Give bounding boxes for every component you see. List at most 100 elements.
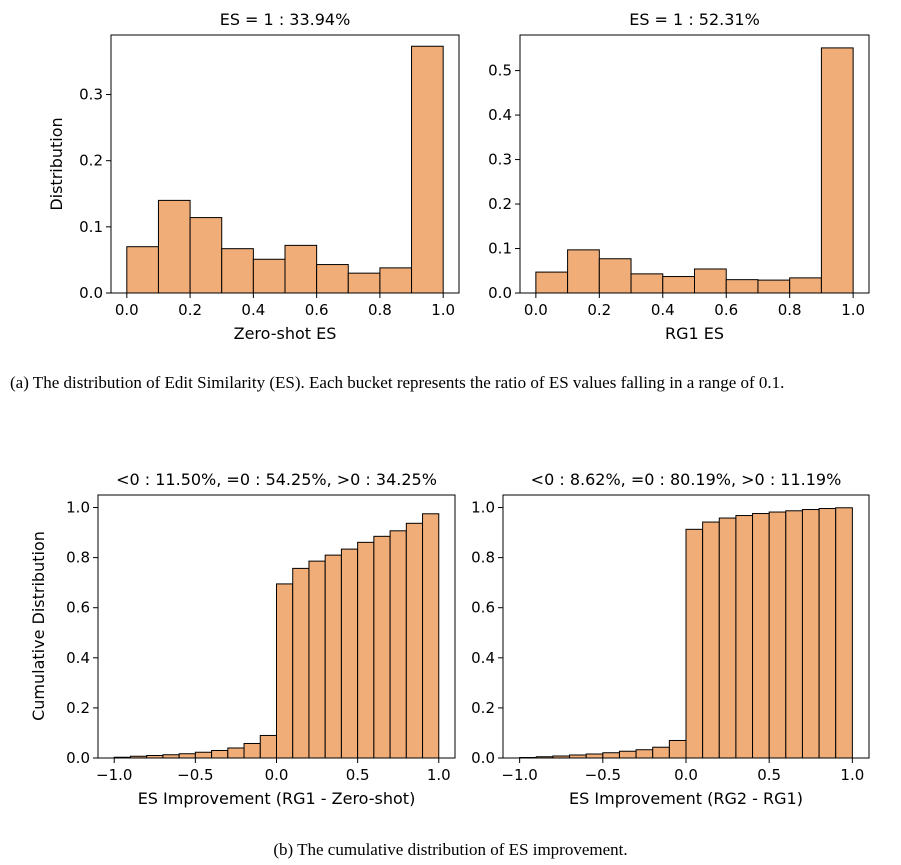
- x-tick-label: 0.0: [265, 766, 289, 784]
- bar: [725, 279, 759, 294]
- chart-b-right: −1.0 −0.5 0.0 0.5 1.0 0.0 0.2 0.4 0.6 0.8 1.0 <0 : …: [471, 470, 870, 808]
- y-tick-label: 0.0: [66, 749, 90, 767]
- x-tick-label: 0.2: [587, 301, 611, 319]
- y-tick-label: 0.0: [79, 284, 103, 302]
- y-tick-label: 0.2: [471, 699, 495, 717]
- y-axis-label: Cumulative Distribution: [29, 531, 48, 721]
- bar: [389, 530, 407, 759]
- y-tick-label: 0.0: [488, 284, 512, 302]
- x-axis-label: ES Improvement (RG1 - Zero-shot): [138, 789, 416, 808]
- y-tick-label: 0.1: [79, 218, 103, 236]
- bar: [630, 273, 664, 294]
- bar: [157, 199, 191, 294]
- bar: [789, 277, 822, 294]
- bar: [757, 279, 791, 294]
- x-tick-label: 0.0: [674, 766, 698, 784]
- y-tick-label: 0.0: [471, 749, 495, 767]
- x-tick-label: 0.6: [305, 301, 329, 319]
- bar: [752, 513, 770, 759]
- bar: [178, 753, 196, 759]
- x-tick-label: −0.5: [585, 766, 621, 784]
- axes-frame: [110, 34, 460, 294]
- bar: [189, 217, 223, 294]
- y-tick-label: 0.8: [66, 549, 90, 567]
- chart-a-right: 0.0 0.2 0.4 0.6 0.8 1.0 0.0 0.1 0.2 0.3 0.4 0.5 ES =…: [488, 10, 870, 343]
- x-tick-label: 0.2: [178, 301, 202, 319]
- bar: [211, 749, 229, 759]
- x-tick-label: 0.8: [778, 301, 802, 319]
- bar: [801, 509, 820, 759]
- bar: [718, 517, 737, 759]
- chart-title: ES = 1 : 33.94%: [220, 10, 351, 29]
- y-axis-label: Distribution: [47, 117, 66, 210]
- x-axis-label: Zero-shot ES: [234, 324, 337, 343]
- bar: [652, 746, 670, 759]
- bar: [276, 583, 294, 759]
- y-tick-label: 0.2: [79, 152, 103, 170]
- y-tick-label: 1.0: [66, 499, 90, 517]
- bar: [126, 246, 159, 294]
- x-tick-label: 0.5: [757, 766, 781, 784]
- bar: [702, 521, 720, 759]
- bar: [259, 734, 278, 759]
- bar: [324, 554, 342, 759]
- x-tick-label: 0.0: [115, 301, 139, 319]
- bar: [818, 508, 837, 759]
- bar: [405, 522, 424, 759]
- bar: [585, 753, 604, 759]
- x-tick-label: 0.0: [524, 301, 548, 319]
- bar: [685, 528, 704, 759]
- bar: [567, 249, 600, 294]
- bar: [735, 515, 754, 759]
- y-tick-label: 0.8: [471, 549, 495, 567]
- x-tick-label: −0.5: [177, 766, 213, 784]
- x-axis-label: ES Improvement (RG2 - RG1): [569, 789, 803, 808]
- bar: [340, 548, 359, 759]
- chart-b-left: −1.0 −0.5 0.0 0.5 1.0 0.0 0.2 0.4 0.6 0.8 1.0 <0 : …: [29, 470, 456, 808]
- bar: [243, 742, 261, 759]
- bar: [347, 272, 381, 294]
- bar: [357, 541, 375, 759]
- x-tick-label: −1.0: [96, 766, 132, 784]
- y-tick-label: 0.2: [488, 195, 512, 213]
- caption-a: (a) The distribution of Edit Similarity …: [10, 373, 785, 392]
- bar: [768, 511, 787, 759]
- y-tick-label: 0.3: [488, 151, 512, 169]
- bar: [221, 248, 254, 294]
- bar: [694, 268, 727, 294]
- bar: [820, 47, 854, 294]
- x-tick-label: 0.5: [346, 766, 370, 784]
- chart-a-left: 0.0 0.2 0.4 0.6 0.8 1.0 0.0 0.1 0.2 0.3 ES = 1 : 3…: [47, 10, 460, 343]
- bar: [635, 749, 654, 759]
- x-tick-label: 0.4: [241, 301, 265, 319]
- y-tick-label: 0.6: [471, 599, 495, 617]
- bar: [308, 560, 326, 759]
- bar: [598, 258, 632, 294]
- x-tick-label: 1.0: [840, 766, 864, 784]
- bar: [602, 752, 620, 759]
- bar: [662, 276, 695, 294]
- y-tick-label: 0.3: [79, 86, 103, 104]
- y-tick-label: 0.2: [66, 699, 90, 717]
- y-tick-label: 0.5: [488, 62, 512, 80]
- bar: [379, 267, 413, 294]
- x-tick-label: 0.4: [651, 301, 675, 319]
- chart-title: <0 : 8.62%, =0 : 80.19%, >0 : 11.19%: [531, 470, 842, 489]
- bar: [668, 739, 687, 759]
- bar: [227, 747, 245, 759]
- caption-b: (b) The cumulative distribution of ES im…: [273, 840, 628, 859]
- bar: [618, 750, 637, 759]
- bar: [535, 271, 569, 294]
- y-tick-label: 0.1: [488, 240, 512, 258]
- bar: [373, 535, 391, 759]
- bar: [785, 510, 803, 759]
- x-tick-label: 1.0: [841, 301, 865, 319]
- x-tick-label: 0.8: [368, 301, 392, 319]
- bar: [292, 567, 310, 759]
- y-tick-label: 0.4: [471, 649, 495, 667]
- bar: [411, 45, 444, 294]
- bar: [252, 258, 286, 294]
- x-axis-label: RG1 ES: [665, 324, 724, 343]
- x-tick-label: −1.0: [501, 766, 537, 784]
